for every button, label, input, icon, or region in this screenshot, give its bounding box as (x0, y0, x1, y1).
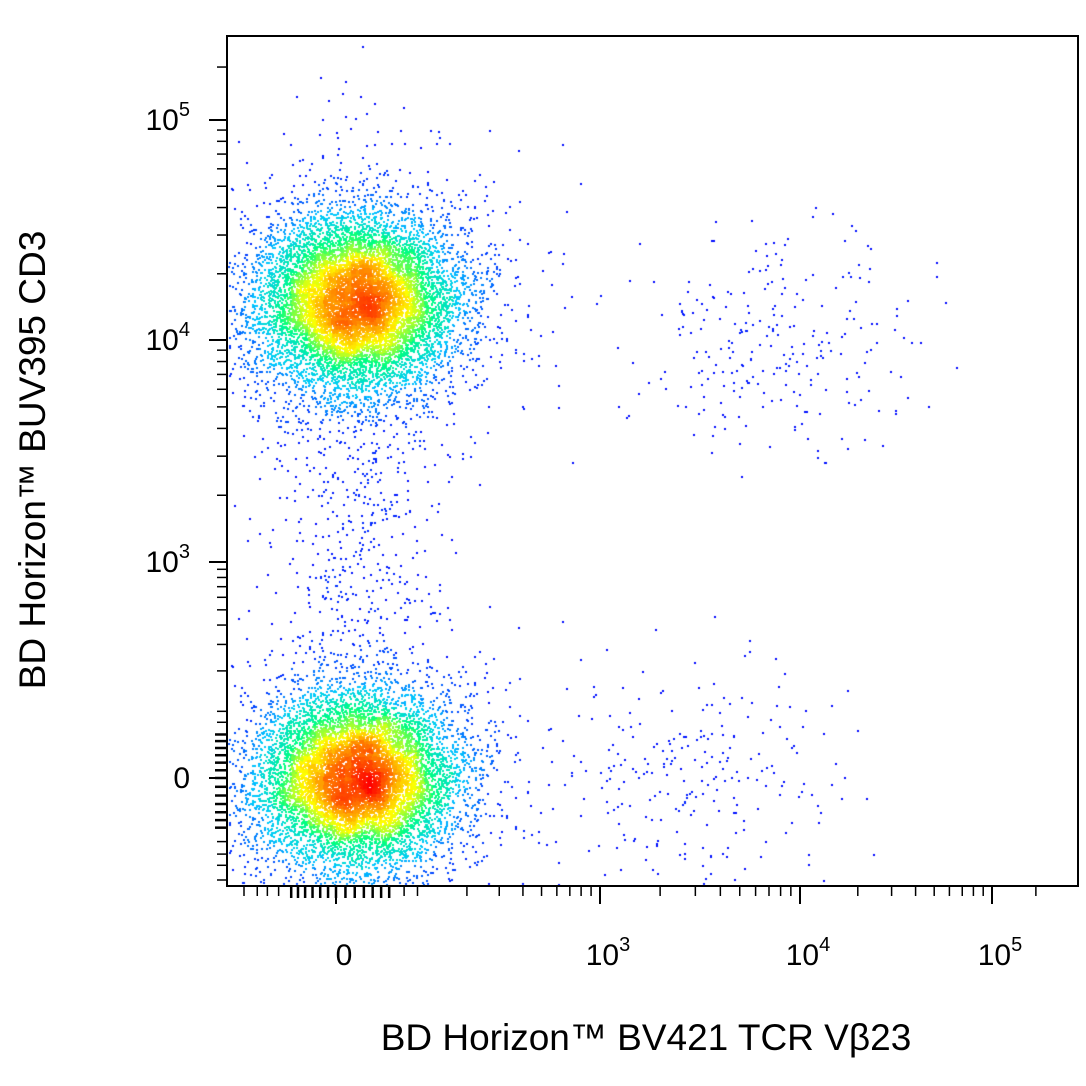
y-tick-label-0: 0 (173, 762, 190, 795)
density-layer (227, 36, 1078, 886)
plot-area (226, 35, 1079, 887)
y-tick-label-10000: 104 (146, 319, 191, 357)
density-scatter (227, 36, 1078, 886)
x-axis-ticks (243, 886, 1037, 904)
x-tick-label-0: 0 (336, 939, 353, 972)
y-tick-label-100000: 105 (146, 99, 191, 137)
y-axis-ticks (209, 66, 227, 881)
plot-frame (226, 35, 1079, 887)
x-tick-label-1000: 103 (586, 934, 631, 972)
y-axis-tick-labels: 0 103 104 105 (146, 99, 191, 795)
x-tick-label-10000: 104 (786, 934, 831, 972)
y-tick-label-1000: 103 (146, 541, 191, 579)
x-axis-label: BD Horizon™ BV421 TCR Vβ23 (381, 1017, 912, 1058)
x-axis-tick-labels: 0 103 104 105 (336, 934, 1023, 972)
y-axis-label: BD Horizon™ BUV395 CD3 (12, 231, 53, 690)
x-tick-label-100000: 105 (978, 934, 1023, 972)
